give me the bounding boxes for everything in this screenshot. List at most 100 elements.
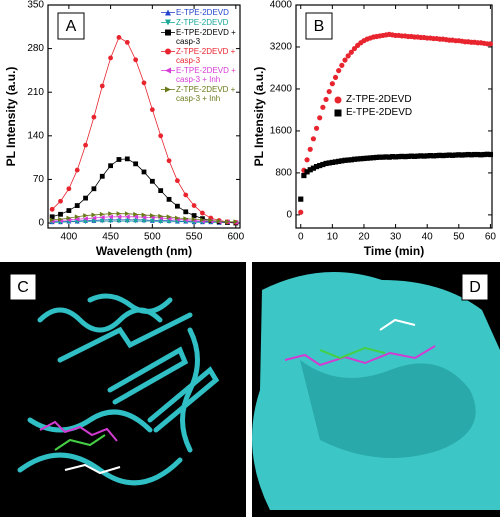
data-point <box>91 218 97 224</box>
data-point <box>216 218 222 224</box>
data-point <box>141 218 147 224</box>
data-point <box>66 186 72 192</box>
data-point <box>487 151 494 158</box>
data-point <box>124 214 130 220</box>
data-point <box>158 133 164 139</box>
data-point <box>58 216 63 222</box>
data-point <box>307 146 313 152</box>
data-point <box>149 215 155 220</box>
data-point <box>158 213 164 219</box>
data-point <box>326 88 332 95</box>
legend-label: E-TPE-2DEVD + casp-3 <box>176 28 236 46</box>
legend-item: E-TPE-2DEVD + casp-3 + Inh <box>160 66 238 84</box>
legend-item: Z-TPE-2DEVD <box>332 94 446 106</box>
legend-label: E-TPE-2DEVD <box>346 107 413 118</box>
y-tick-label: 800 <box>275 168 292 179</box>
x-tick-label: 40 <box>422 232 434 243</box>
series-layer <box>49 34 239 226</box>
data-point <box>158 215 164 221</box>
data-point <box>133 214 139 220</box>
data-point <box>116 157 122 162</box>
protein-surface <box>252 272 500 510</box>
legend-label: Z-TPE-2DEVD + casp-3 <box>176 47 236 65</box>
x-tick-label: 600 <box>227 232 244 243</box>
data-point <box>323 96 329 103</box>
legend-swatch <box>161 67 175 74</box>
data-point <box>200 210 205 216</box>
data-point <box>200 217 205 223</box>
data-point <box>83 142 88 148</box>
y-tick-label: 1600 <box>270 126 293 137</box>
data-point <box>108 218 114 224</box>
legend-swatch <box>161 29 175 36</box>
x-tick-label: 30 <box>390 232 402 243</box>
legend-item: Z-TPE-2DEVD <box>160 18 238 27</box>
legend-swatch <box>161 19 175 26</box>
legend-label: Z-TPE-2DEVD <box>346 94 412 105</box>
data-point <box>133 211 139 217</box>
y-tick-label: 280 <box>27 43 44 54</box>
data-point <box>183 216 189 222</box>
data-point <box>149 178 155 184</box>
data-point <box>191 216 197 222</box>
data-point <box>133 218 139 224</box>
panel-label-box <box>461 273 489 301</box>
data-point <box>149 107 155 113</box>
y-axis-label: PL Intensity (a.u.) <box>4 67 18 167</box>
data-point <box>141 215 147 220</box>
data-point <box>332 74 339 81</box>
legend: Z-TPE-2DEVD E-TPE-2DEVD <box>332 94 446 120</box>
data-point <box>49 206 55 212</box>
legend-item: E-TPE-2DEVD + casp-3 <box>160 28 238 46</box>
data-point <box>191 203 197 208</box>
data-point <box>348 49 354 55</box>
x-axis-label: Wavelength (nm) <box>96 244 192 258</box>
legend-label: E-TPE-2DEVD <box>176 8 229 17</box>
ligand <box>284 318 436 367</box>
data-point <box>317 115 323 121</box>
y-tick-label: 140 <box>27 130 44 141</box>
legend-marker <box>334 109 342 117</box>
data-point <box>108 214 114 220</box>
data-point <box>166 214 172 220</box>
data-point <box>141 80 147 86</box>
data-point <box>320 104 326 110</box>
data-point <box>108 163 114 169</box>
plot-frame <box>47 4 241 229</box>
data-point <box>49 217 55 223</box>
panel-label: B <box>314 18 325 35</box>
data-point <box>108 211 114 217</box>
data-point <box>342 57 348 63</box>
data-point <box>124 218 130 224</box>
legend-item: Z-TPE-2DEVD + casp-3 <box>160 47 238 65</box>
data-point <box>208 218 214 223</box>
legend-swatch <box>161 86 175 93</box>
data-point <box>66 217 72 223</box>
data-point <box>66 208 72 213</box>
data-point <box>191 213 197 218</box>
ligand <box>39 420 121 475</box>
data-point <box>336 67 342 74</box>
data-point <box>133 57 139 63</box>
data-point <box>166 219 172 225</box>
data-point <box>66 215 72 221</box>
data-point <box>313 125 320 131</box>
data-point <box>298 196 304 202</box>
y-tick-label: 3200 <box>270 42 293 53</box>
data-point <box>99 215 105 220</box>
data-point <box>74 214 80 220</box>
data-point <box>141 169 147 175</box>
data-point <box>174 215 180 221</box>
data-point <box>351 45 358 52</box>
y-tick-label: 210 <box>27 87 44 98</box>
panel-label: A <box>66 18 77 35</box>
data-point <box>99 173 105 179</box>
legend-item: E-TPE-2DEVD <box>332 107 446 119</box>
data-point <box>49 214 55 220</box>
data-point <box>91 114 97 120</box>
data-point <box>116 211 122 217</box>
panel-label-box <box>9 273 37 301</box>
panel-label: C <box>17 279 29 296</box>
series-layer <box>298 31 494 215</box>
